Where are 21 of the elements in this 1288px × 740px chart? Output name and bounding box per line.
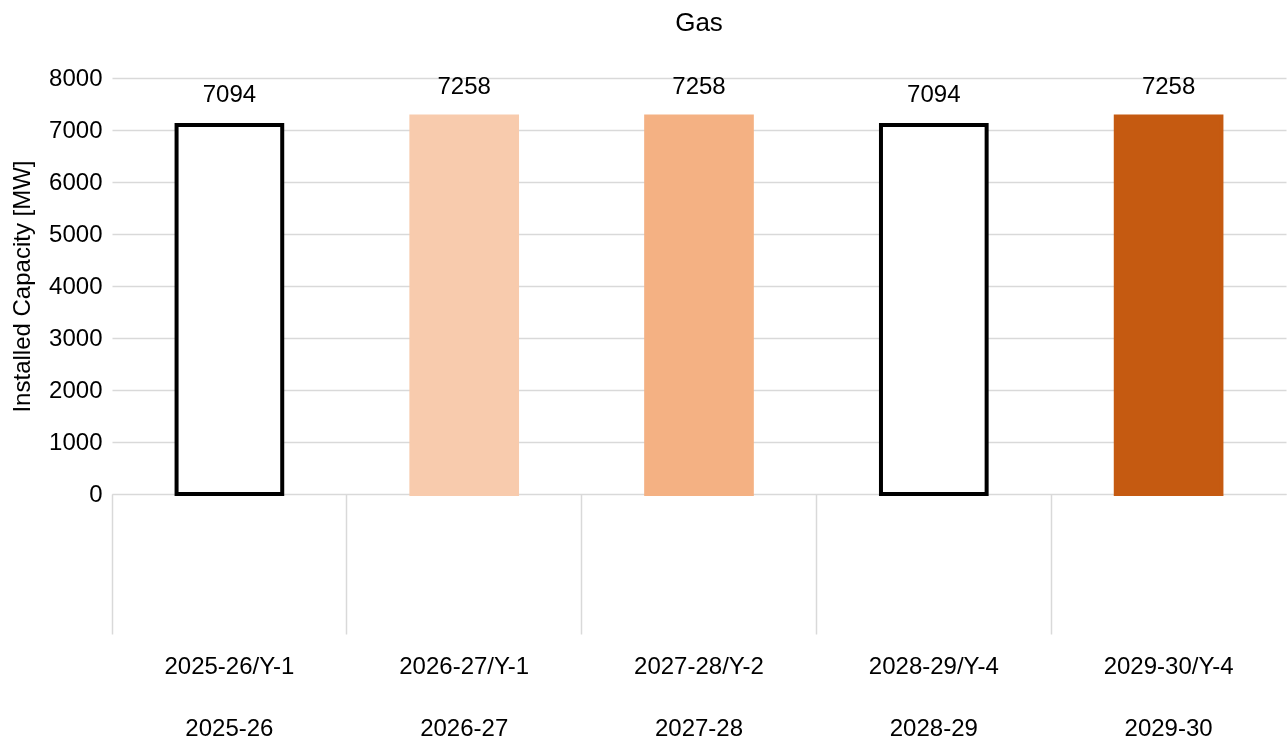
category-label: 2026-27/Y-1 2026-27 xyxy=(399,651,530,740)
y-tick-label: 1000 xyxy=(49,427,103,455)
y-tick-label: 4000 xyxy=(49,271,103,299)
y-axis-title: Installed Capacity [MW] xyxy=(8,160,36,413)
data-label: 7094 xyxy=(907,80,961,108)
category-label: 2025-26/Y-1 2025-26 xyxy=(164,651,295,740)
category-label: 2028-29/Y-4 2028-29 xyxy=(868,651,999,740)
data-label: 7258 xyxy=(1141,71,1196,99)
data-label: 7094 xyxy=(202,80,257,108)
chart-title: Gas xyxy=(675,7,723,37)
y-tick-label: 0 xyxy=(89,479,103,507)
category-label: 2029-30/Y-4 2029-30 xyxy=(1103,651,1234,740)
data-label: 7258 xyxy=(437,71,491,99)
category-label: 2027-28/Y-2 2027-28 xyxy=(634,651,764,740)
y-tick-label: 6000 xyxy=(49,167,103,195)
y-tick-label: 8000 xyxy=(49,63,103,91)
y-tick-label: 7000 xyxy=(49,115,103,143)
y-tick-label: 2000 xyxy=(49,375,103,403)
data-label: 7258 xyxy=(672,71,726,99)
y-tick-label: 3000 xyxy=(49,323,103,351)
y-tick-label: 5000 xyxy=(49,219,103,247)
